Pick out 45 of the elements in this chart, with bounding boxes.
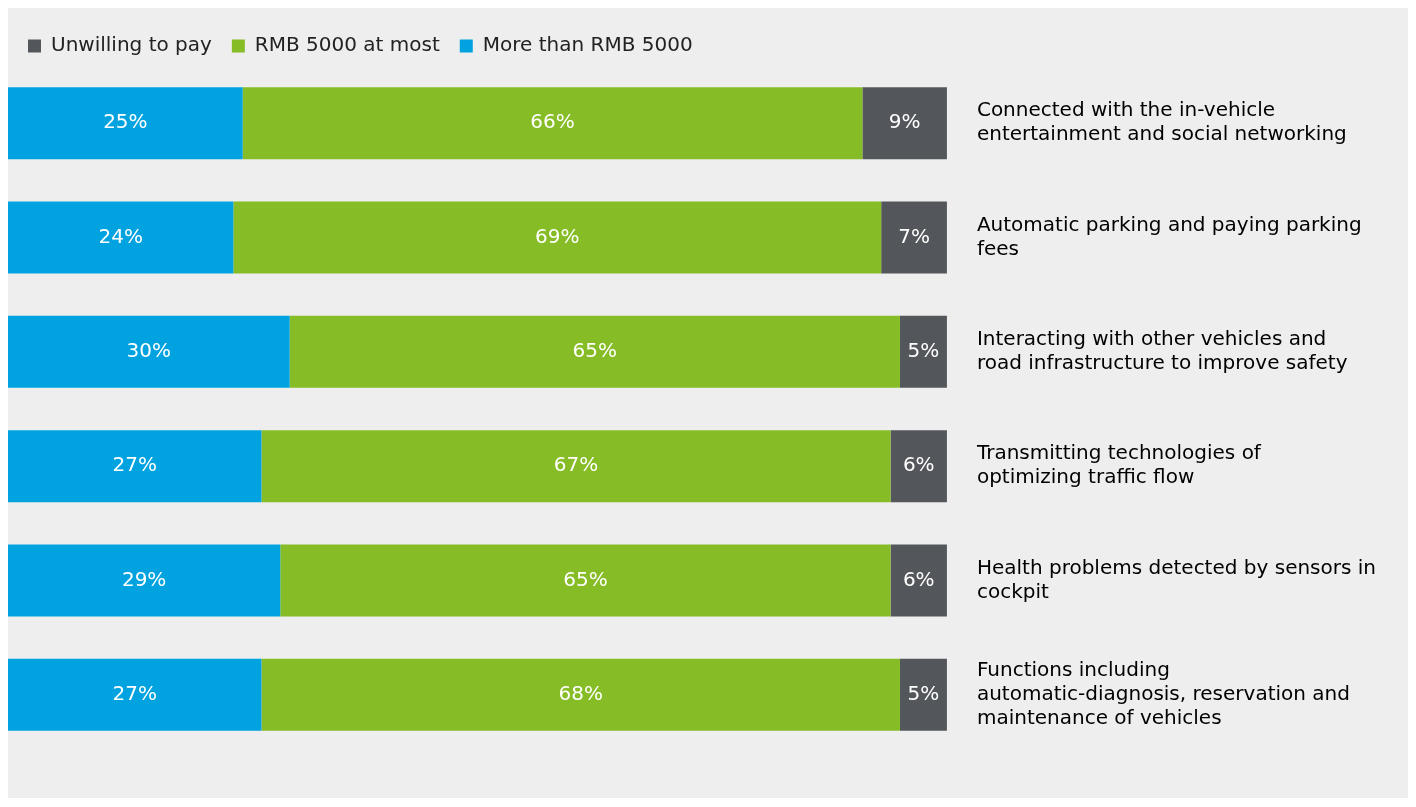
legend-label: Unwilling to pay <box>51 32 213 57</box>
y-tick-label: Functions including automatic-diagnosis, reservation and maintenance of vehicles <box>976 657 1350 730</box>
bar <box>280 544 891 617</box>
data-label: 29% <box>121 566 167 591</box>
data-label: 30% <box>126 338 172 363</box>
y-tick-label: Health problems detected by sensors in cockpit <box>976 554 1377 603</box>
bar <box>8 658 262 731</box>
data-label: 6% <box>902 566 935 591</box>
y-tick-label: Automatic parking and paying parking fees <box>976 211 1362 260</box>
bar <box>289 315 900 388</box>
bar <box>890 430 947 503</box>
bar <box>8 430 262 503</box>
data-label: 65% <box>563 566 608 591</box>
bar <box>8 544 281 617</box>
data-label: 9% <box>888 109 921 134</box>
bar <box>8 201 234 274</box>
bar <box>862 87 947 160</box>
y-tick-label: Connected with the in-vehicle entertainment and social networking <box>976 97 1347 146</box>
data-label: 25% <box>103 109 148 134</box>
bar <box>233 201 882 274</box>
bar <box>8 315 290 388</box>
data-label: 24% <box>98 223 143 248</box>
y-tick-label: Transmitting technologies of optimizing traffic flow <box>975 440 1262 489</box>
bar <box>242 87 863 160</box>
bar <box>881 201 947 274</box>
y-tick-label: Interacting with other vehicles and road infrastructure to improve safety <box>976 326 1348 375</box>
bar <box>899 658 947 731</box>
legend-label: RMB 5000 at most <box>254 32 440 57</box>
bar <box>890 544 947 617</box>
data-label: 27% <box>112 452 157 477</box>
legend-label: More than RMB 5000 <box>482 32 693 57</box>
data-label: 7% <box>898 223 930 248</box>
data-label: 66% <box>530 109 575 134</box>
bar <box>899 315 947 388</box>
data-label: 6% <box>902 452 935 477</box>
data-label: 5% <box>907 681 940 706</box>
bar <box>261 430 891 503</box>
data-label: 65% <box>572 338 618 363</box>
data-label: 69% <box>535 223 580 248</box>
data-label: 68% <box>558 681 603 706</box>
data-label: 67% <box>553 452 599 477</box>
bar <box>261 658 900 731</box>
data-label: 27% <box>112 681 157 706</box>
data-label: 5% <box>907 338 940 363</box>
bar <box>8 87 243 160</box>
